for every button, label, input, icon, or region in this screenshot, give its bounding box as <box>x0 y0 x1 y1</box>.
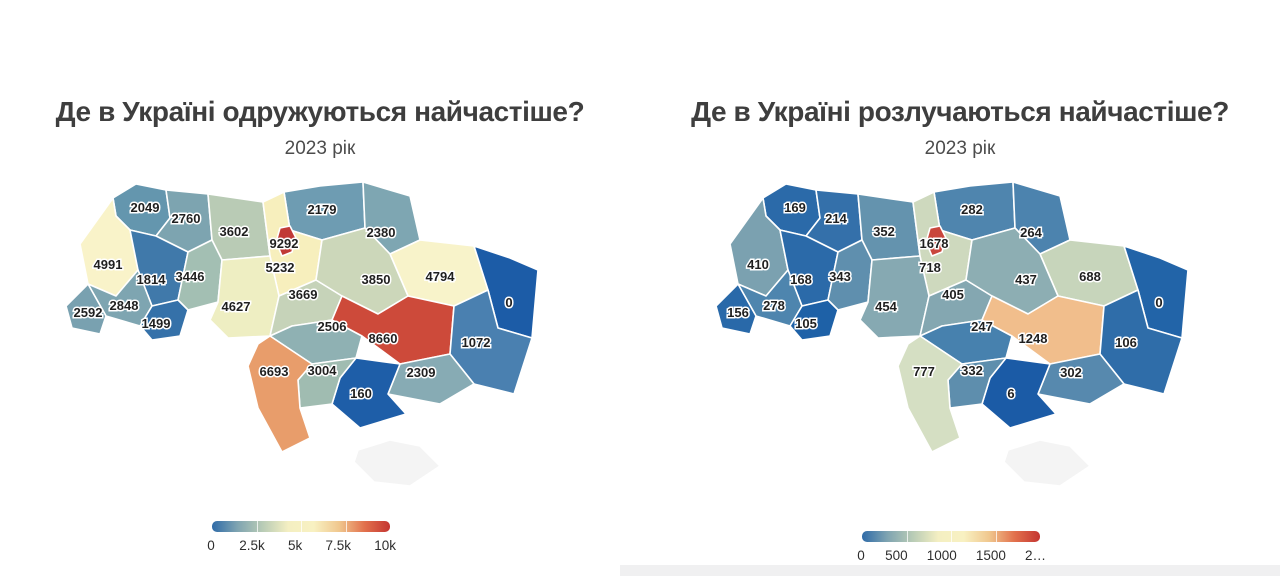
legend-tick: 1500 <box>975 548 1006 563</box>
legend-tick: 5k <box>287 538 303 553</box>
page-title: Де в Україні розлучаються найчастіше? <box>691 96 1229 127</box>
region-crimea[interactable] <box>1003 439 1091 487</box>
legend-gradient-bar <box>862 531 1040 542</box>
legend-tick-labels: 0 2.5k 5k 7.5k 10k <box>206 538 396 553</box>
color-legend: 0 500 1000 1500 2… <box>856 531 1046 563</box>
region-kyiv_city[interactable] <box>925 225 947 257</box>
legend-tick: 0 <box>207 538 215 553</box>
legend-tick: 500 <box>885 548 908 563</box>
page-title: Де в Україні одружуються найчастіше? <box>55 96 585 127</box>
page-subtitle: 2023 рік <box>924 138 996 159</box>
region-chernivtsi[interactable] <box>139 299 189 341</box>
legend-tick-labels: 0 500 1000 1500 2… <box>856 548 1046 563</box>
legend-tick: 2… <box>1024 548 1046 563</box>
region-crimea[interactable] <box>353 439 441 487</box>
legend-tick: 7.5k <box>325 538 351 553</box>
legend-gradient-bar <box>212 521 390 532</box>
region-zakarpattia[interactable] <box>715 283 757 335</box>
legend-tick-separator <box>906 531 908 542</box>
region-chernivtsi[interactable] <box>789 299 839 341</box>
region-zakarpattia[interactable] <box>65 283 107 335</box>
legend-tick-separator <box>951 531 952 542</box>
region-kyiv_city[interactable] <box>275 225 297 257</box>
page-subtitle: 2023 рік <box>284 138 356 159</box>
marriage-panel: Де в Україні одружуються найчастіше? 202… <box>55 96 585 553</box>
bottom-gray-strip <box>620 565 1280 576</box>
color-legend: 0 2.5k 5k 7.5k 10k <box>206 521 396 553</box>
legend-tick: 0 <box>857 548 865 563</box>
region-odesa[interactable] <box>247 335 313 453</box>
legend-tick-separator <box>256 521 258 532</box>
divorce-panel: Де в Україні розлучаються найчастіше? 20… <box>640 0 1280 576</box>
legend-tick-separator <box>301 521 302 532</box>
region-odesa[interactable] <box>897 335 963 453</box>
legend-tick: 10k <box>374 538 396 553</box>
legend-tick: 1000 <box>926 548 957 563</box>
legend-tick-separator <box>345 521 347 532</box>
legend-tick: 2.5k <box>239 538 265 553</box>
legend-tick-separator <box>995 531 997 542</box>
